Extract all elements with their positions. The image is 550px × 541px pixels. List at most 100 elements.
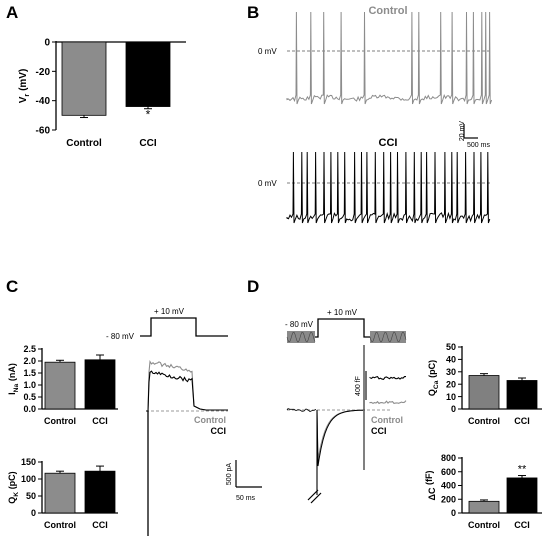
sine-wave xyxy=(286,331,316,343)
y-label-main: Q xyxy=(7,497,17,504)
category-label: Control xyxy=(468,416,500,426)
protocol-step-label: + 10 mV xyxy=(154,307,185,316)
inset-scale-label: 400 fF xyxy=(355,376,362,396)
y-tick-label: 100 xyxy=(21,474,36,484)
bar xyxy=(468,500,500,514)
capacitance-trace xyxy=(369,400,407,405)
y-label-sub: K xyxy=(13,492,20,497)
y-tick-label: 600 xyxy=(441,467,456,477)
category-label: CCI xyxy=(92,416,108,426)
y-label-sub: Ca xyxy=(433,380,440,389)
voltage-protocol xyxy=(140,317,228,337)
y-tick-label: 200 xyxy=(441,494,456,504)
y-tick-label: -60 xyxy=(36,126,51,137)
y-tick-label: 0 xyxy=(44,38,50,49)
voltage-trace xyxy=(286,11,493,105)
y-label-unit: (mV) xyxy=(18,69,29,94)
voltage-trace xyxy=(286,151,491,224)
y-tick-label: 0 xyxy=(451,508,456,518)
bar xyxy=(506,477,538,514)
y-tick-label: 150 xyxy=(21,457,36,467)
protocol-hold-label: - 80 mV xyxy=(285,320,314,329)
current-trace xyxy=(146,370,228,412)
y-label-main: ΔC xyxy=(427,487,437,500)
protocol-step-label: + 10 mV xyxy=(327,308,358,317)
sine-wave-block xyxy=(370,331,406,343)
bar xyxy=(84,470,116,514)
significance-mark: ** xyxy=(518,464,527,476)
category-label: CCI xyxy=(139,138,156,149)
axis-break xyxy=(310,492,322,504)
sine-wave xyxy=(369,331,407,343)
y-label-sub: r xyxy=(22,94,31,97)
pre-pulse-trace xyxy=(286,408,317,412)
bar xyxy=(125,41,171,107)
y-axis-label: INa (nA) xyxy=(7,363,20,395)
y-tick-label: 50 xyxy=(446,342,456,352)
calcium-current-trace xyxy=(316,409,363,461)
y-label-unit: (fF) xyxy=(424,471,434,488)
calcium-current-trace xyxy=(316,409,364,467)
bar xyxy=(44,361,76,410)
bar-chart-potassium-charge: 0 50 100 150 Control CCI QK (pC) xyxy=(7,457,118,530)
capacitance-trace xyxy=(369,375,406,381)
category-label: Control xyxy=(468,520,500,530)
y-tick-label: 50 xyxy=(26,491,36,501)
scale-bar-h-label: 500 ms xyxy=(467,142,490,149)
scale-bar-v-label: 500 pA xyxy=(226,463,233,486)
scale-bar-h-label: 50 ms xyxy=(236,495,256,502)
protocol-hold-label: - 80 mV xyxy=(106,332,135,341)
y-label-unit: (pC) xyxy=(7,471,17,492)
panel-label-b: B xyxy=(247,3,259,22)
legend-label: Control xyxy=(371,415,403,425)
bar-chart-resting-potential: 0 -20 -40 -60 Control CCI * Vr (mV) xyxy=(18,38,186,149)
category-label: CCI xyxy=(92,520,108,530)
zero-mv-label: 0 mV xyxy=(258,179,277,188)
y-tick-label: 0 xyxy=(451,404,456,414)
bar xyxy=(506,380,538,410)
bar xyxy=(44,472,76,514)
category-label: CCI xyxy=(514,416,530,426)
y-label-sub: Na xyxy=(13,383,20,392)
y-axis-label: Vr (mV) xyxy=(18,69,31,104)
y-label-main: V xyxy=(18,96,29,103)
bar xyxy=(84,359,116,410)
bar xyxy=(61,41,107,116)
panel-label-a: A xyxy=(6,3,18,22)
y-tick-label: 40 xyxy=(446,355,456,365)
y-label-main: I xyxy=(7,392,17,395)
voltage-protocol xyxy=(315,318,370,338)
y-tick-label: 0 xyxy=(31,508,36,518)
y-tick-label: -20 xyxy=(36,67,51,78)
axis-break xyxy=(307,489,319,501)
y-tick-label: 800 xyxy=(441,453,456,463)
y-tick-label: 30 xyxy=(446,367,456,377)
significance-mark: * xyxy=(146,108,151,122)
y-axis-label: ΔC (fF) xyxy=(424,471,437,501)
panel-label-c: C xyxy=(6,277,18,296)
trace-title: Control xyxy=(368,5,407,17)
legend-label: CCI xyxy=(371,426,387,436)
y-label-unit: (nA) xyxy=(7,363,17,384)
y-tick-label: 2.5 xyxy=(23,344,36,354)
y-tick-label: 2.0 xyxy=(23,356,36,366)
category-label: Control xyxy=(44,520,76,530)
panel-label-d: D xyxy=(247,277,259,296)
legend-label: CCI xyxy=(211,426,227,436)
current-trace xyxy=(146,359,228,412)
y-tick-label: -40 xyxy=(36,96,51,107)
category-label: CCI xyxy=(514,520,530,530)
y-tick-label: 0.5 xyxy=(23,392,36,402)
y-label-main: Q xyxy=(427,389,437,396)
y-axis-label: QCa (pC) xyxy=(427,360,440,396)
bar-chart-calcium-charge: 0 10 20 30 40 50 Control CCI QCa (pC) xyxy=(427,342,542,426)
category-label: Control xyxy=(44,416,76,426)
y-tick-label: 10 xyxy=(446,392,456,402)
y-tick-label: 400 xyxy=(441,481,456,491)
trace-title: CCI xyxy=(379,137,398,149)
scale-bar-v-label: 20 mV xyxy=(459,121,466,142)
y-label-unit: (pC) xyxy=(427,360,437,381)
